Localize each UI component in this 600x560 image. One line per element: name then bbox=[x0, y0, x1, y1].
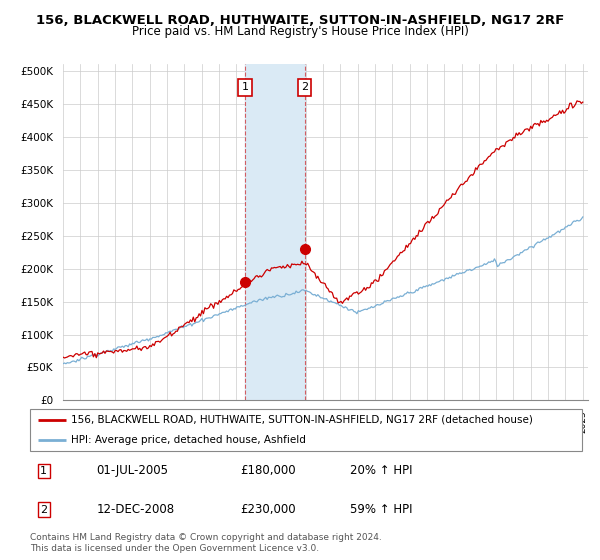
Text: 156, BLACKWELL ROAD, HUTHWAITE, SUTTON-IN-ASHFIELD, NG17 2RF (detached house): 156, BLACKWELL ROAD, HUTHWAITE, SUTTON-I… bbox=[71, 415, 533, 424]
Text: Price paid vs. HM Land Registry's House Price Index (HPI): Price paid vs. HM Land Registry's House … bbox=[131, 25, 469, 38]
Text: £230,000: £230,000 bbox=[240, 503, 295, 516]
Bar bbox=[245, 64, 305, 400]
Text: 2: 2 bbox=[40, 505, 47, 515]
Text: 1: 1 bbox=[241, 82, 248, 92]
Text: 1: 1 bbox=[40, 466, 47, 476]
Text: 01-JUL-2005: 01-JUL-2005 bbox=[96, 464, 168, 478]
Text: 156, BLACKWELL ROAD, HUTHWAITE, SUTTON-IN-ASHFIELD, NG17 2RF: 156, BLACKWELL ROAD, HUTHWAITE, SUTTON-I… bbox=[36, 14, 564, 27]
Text: Contains HM Land Registry data © Crown copyright and database right 2024.
This d: Contains HM Land Registry data © Crown c… bbox=[30, 533, 382, 553]
Text: £180,000: £180,000 bbox=[240, 464, 295, 478]
Text: 2: 2 bbox=[301, 82, 308, 92]
Text: 59% ↑ HPI: 59% ↑ HPI bbox=[350, 503, 413, 516]
Text: HPI: Average price, detached house, Ashfield: HPI: Average price, detached house, Ashf… bbox=[71, 435, 306, 445]
Text: 20% ↑ HPI: 20% ↑ HPI bbox=[350, 464, 413, 478]
Text: 12-DEC-2008: 12-DEC-2008 bbox=[96, 503, 175, 516]
